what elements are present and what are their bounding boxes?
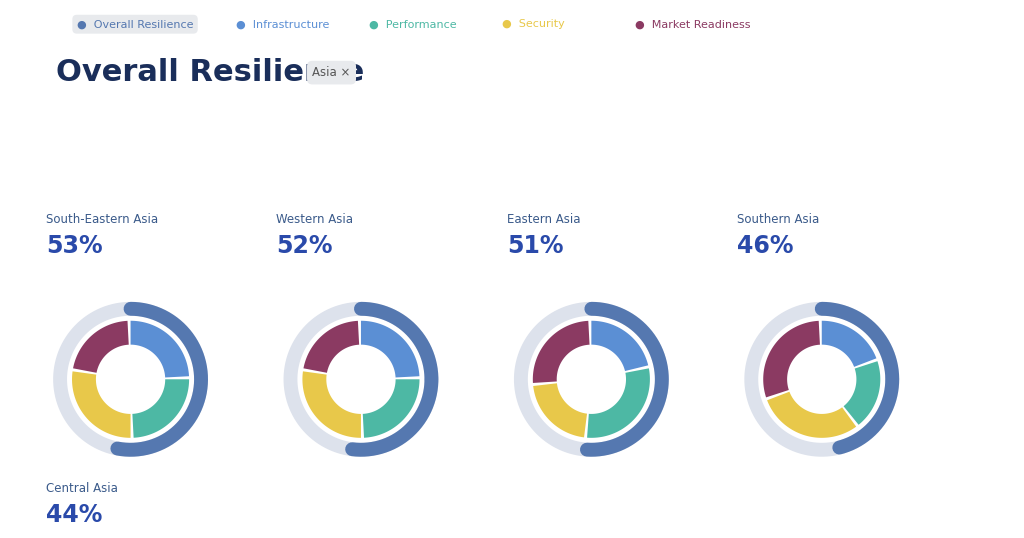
Text: 44%: 44%: [46, 503, 102, 527]
Text: Overall Resilience: Overall Resilience: [56, 58, 365, 87]
Text: 46%: 46%: [737, 234, 794, 258]
Text: ●  Performance: ● Performance: [369, 19, 457, 29]
Text: 51%: 51%: [507, 234, 563, 258]
Text: 53%: 53%: [46, 234, 102, 258]
Text: South-Eastern Asia: South-Eastern Asia: [46, 213, 158, 226]
Text: Eastern Asia: Eastern Asia: [507, 213, 581, 226]
Polygon shape: [763, 321, 820, 398]
Polygon shape: [72, 371, 131, 438]
Polygon shape: [303, 321, 359, 373]
Polygon shape: [532, 321, 590, 383]
Polygon shape: [534, 383, 587, 437]
Text: Asia ×: Asia ×: [312, 66, 350, 79]
Text: Central Asia: Central Asia: [46, 482, 118, 495]
Polygon shape: [821, 321, 877, 367]
Polygon shape: [587, 369, 650, 438]
Text: Western Asia: Western Asia: [276, 213, 353, 226]
Text: ●  Security: ● Security: [502, 19, 564, 29]
Text: ●  Infrastructure: ● Infrastructure: [236, 19, 329, 29]
Polygon shape: [302, 371, 361, 438]
Text: ●  Market Readiness: ● Market Readiness: [635, 19, 751, 29]
Polygon shape: [132, 379, 189, 438]
Polygon shape: [131, 321, 189, 378]
Text: 52%: 52%: [276, 234, 333, 258]
Polygon shape: [592, 321, 648, 371]
Polygon shape: [361, 321, 420, 378]
Polygon shape: [362, 379, 420, 438]
Text: ●  Overall Resilience: ● Overall Resilience: [77, 19, 194, 29]
Text: Southern Asia: Southern Asia: [737, 213, 819, 226]
Polygon shape: [844, 361, 881, 425]
Polygon shape: [767, 392, 856, 438]
Polygon shape: [73, 321, 129, 373]
